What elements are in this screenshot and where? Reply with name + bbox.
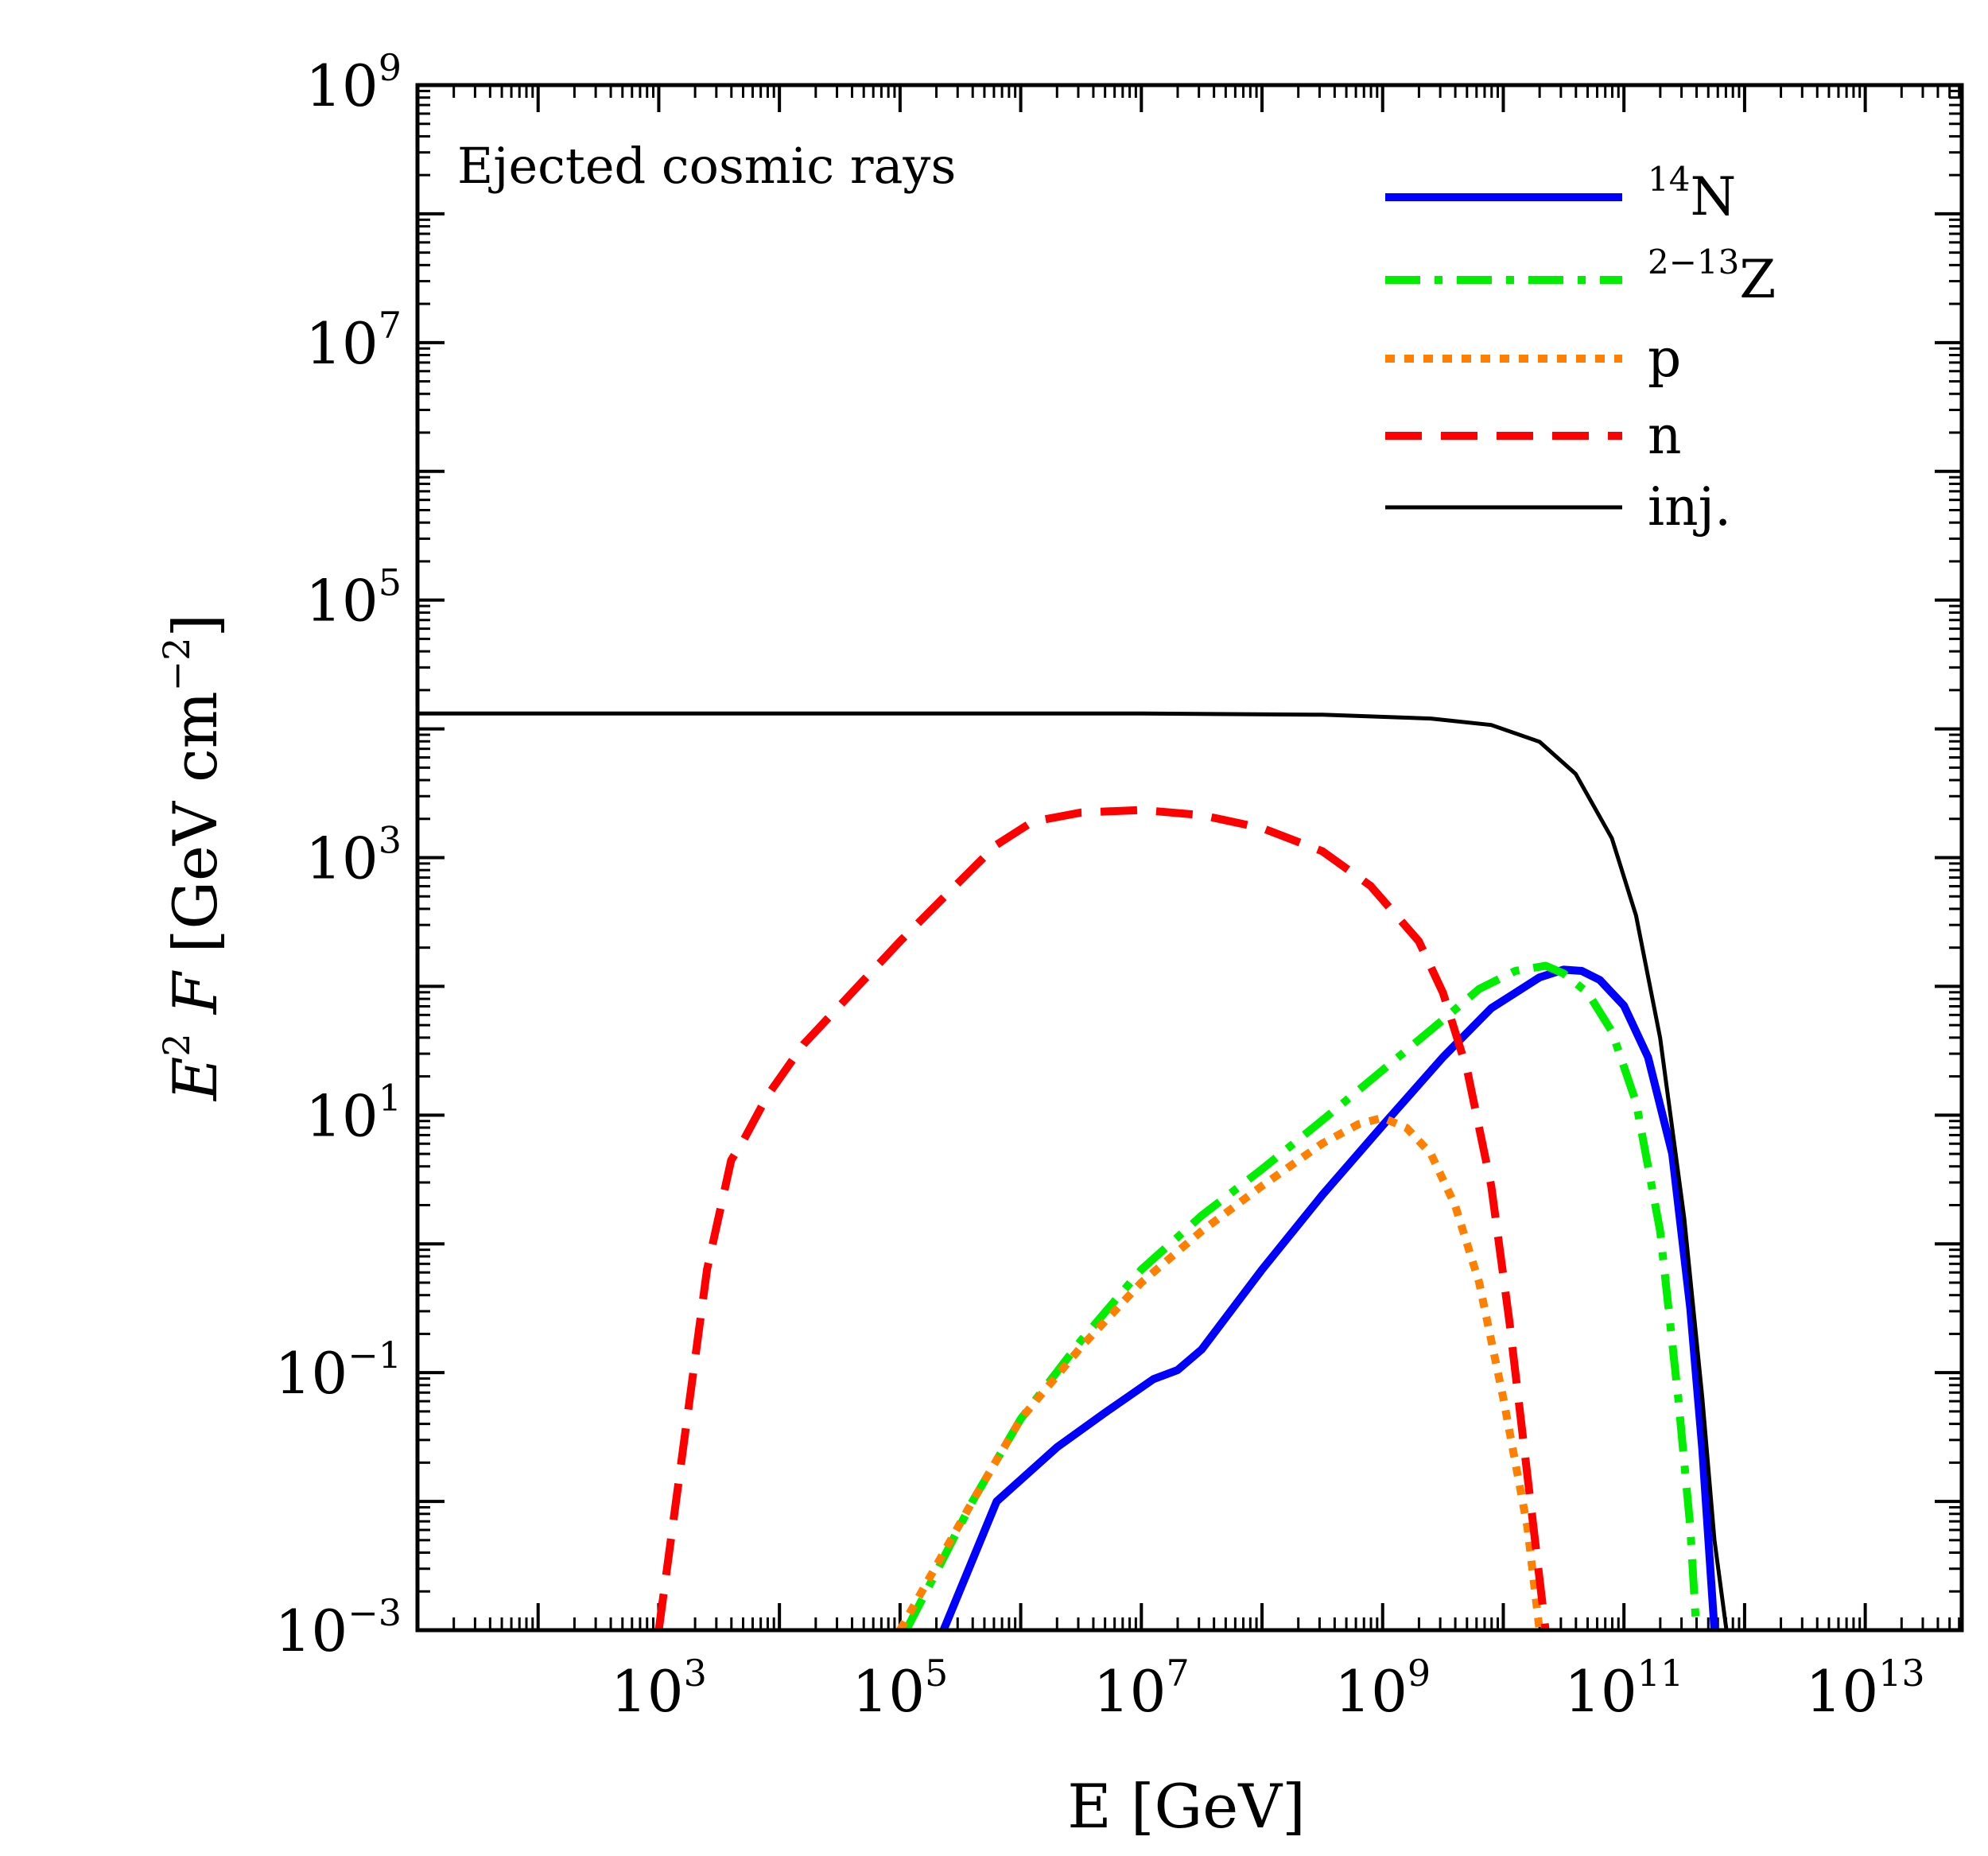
y-label-unit-close: ] — [160, 614, 231, 638]
x-tick-label: 105 — [852, 1652, 948, 1725]
minor-ticks — [417, 85, 1962, 1630]
y-label-unit: [GeV cm — [160, 691, 231, 953]
legend-label-3: n — [1648, 405, 1682, 466]
y-tick-label: 101 — [305, 1076, 402, 1149]
plot-frame — [415, 83, 1964, 1633]
y-tick-labels: 10−3 10−1 101 103 105 107 109 — [275, 46, 402, 1664]
series-line-3 — [654, 806, 1550, 1630]
y-label-base: E — [160, 1057, 231, 1102]
y-tick-label: 107 — [305, 304, 402, 377]
series-line-2 — [896, 1113, 1543, 1630]
x-tick-label: 1013 — [1806, 1652, 1925, 1725]
y-tick-label: 109 — [305, 46, 402, 119]
y-label-base-sup: 2 — [155, 1033, 198, 1056]
legend: 14N 2−13Z pn inj. — [1385, 160, 1776, 538]
y-tick-label: 10−3 — [275, 1591, 402, 1664]
y-label-var: F — [160, 970, 231, 1015]
y-label-unit-sup: −2 — [155, 637, 198, 691]
y-tick-label: 103 — [305, 819, 402, 892]
legend-label-2: p — [1648, 328, 1681, 389]
series-line-0 — [939, 965, 1718, 1630]
y-tick-label: 10−1 — [275, 1334, 402, 1407]
y-axis-label: E2 F [GeV cm−2] — [155, 614, 231, 1102]
x-tick-label: 103 — [611, 1652, 707, 1725]
series-layer — [417, 711, 1729, 1630]
legend-label-1: 2−13Z — [1648, 243, 1776, 310]
x-tick-labels: 103 105 107 109 1011 1013 — [611, 1652, 1925, 1725]
x-tick-label: 107 — [1093, 1652, 1190, 1725]
x-tick-label: 1011 — [1564, 1652, 1683, 1725]
legend-label-0: 14N — [1648, 160, 1736, 227]
x-tick-label: 109 — [1334, 1652, 1431, 1725]
series-line-4 — [417, 711, 1729, 1630]
legend-label-4: inj. — [1648, 476, 1731, 538]
x-axis-label: E [GeV] — [1067, 1771, 1306, 1842]
annotation-text: Ejected cosmic rays — [457, 137, 956, 195]
y-tick-label: 105 — [305, 561, 402, 635]
